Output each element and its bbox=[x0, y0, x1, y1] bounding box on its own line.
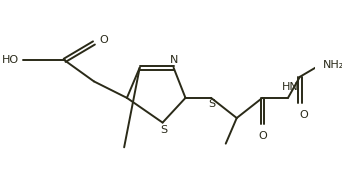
Text: O: O bbox=[258, 131, 267, 141]
Text: S: S bbox=[209, 99, 215, 109]
Text: N: N bbox=[170, 55, 179, 65]
Text: S: S bbox=[160, 125, 167, 135]
Text: O: O bbox=[299, 110, 308, 120]
Text: HN: HN bbox=[281, 82, 298, 92]
Text: NH₂: NH₂ bbox=[323, 60, 342, 70]
Text: O: O bbox=[100, 35, 108, 45]
Text: HO: HO bbox=[2, 55, 19, 65]
